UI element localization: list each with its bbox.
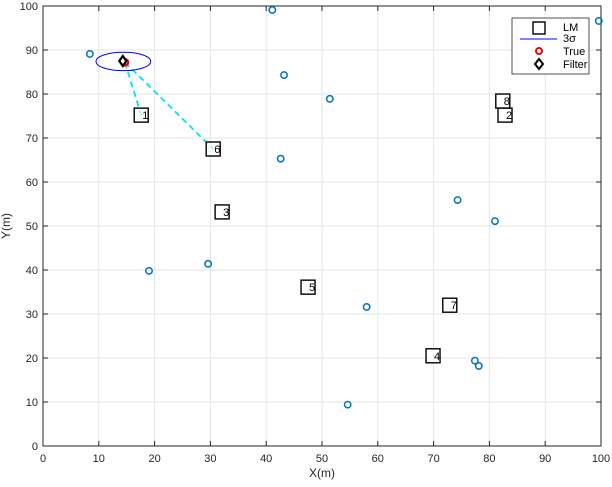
- feature-point: [204, 259, 213, 268]
- feature-point: [362, 303, 371, 311]
- feature-point: [276, 154, 285, 163]
- y-tick-label: 10: [26, 397, 38, 409]
- landmark-square-icon: [495, 93, 511, 109]
- landmark-id-label: 4: [434, 351, 440, 363]
- y-tick-label: 0: [32, 441, 38, 453]
- legend-filter-label: Filter: [563, 59, 588, 71]
- landmark-marker: 1: [133, 107, 149, 123]
- feature-point: [491, 217, 499, 226]
- x-tick-label: 50: [316, 453, 328, 465]
- y-tick-label: 100: [20, 1, 38, 13]
- y-tick-label: 20: [26, 353, 38, 365]
- landmark-square-icon: [133, 107, 149, 123]
- feature-point: [594, 17, 603, 25]
- feature-point: [343, 400, 352, 409]
- landmark-id-label: 5: [309, 282, 315, 294]
- landmark-marker: 7: [442, 297, 458, 313]
- feature-point: [268, 6, 277, 14]
- feature-point: [85, 50, 94, 58]
- legend-true-label: True: [563, 46, 585, 58]
- legend-3sigma-label: 3σ: [563, 33, 576, 45]
- y-tick-label: 40: [26, 265, 38, 277]
- y-tick-label: 50: [26, 221, 38, 233]
- observation-line: [124, 61, 214, 150]
- landmark-square-icon: [300, 279, 316, 295]
- y-axis-label: Y(m): [0, 213, 13, 239]
- y-tick-label: 70: [26, 133, 38, 145]
- x-tick-label: 20: [148, 453, 160, 465]
- landmark-id-label: 8: [504, 96, 510, 108]
- covariance-ellipse: [95, 51, 152, 72]
- x-tick-label: 80: [483, 453, 495, 465]
- landmark-marker: 3: [214, 204, 230, 220]
- landmark-id-label: 7: [451, 300, 457, 312]
- landmark-square-icon: [425, 348, 441, 364]
- legend-box: [511, 17, 590, 75]
- landmark-square-icon: [205, 141, 221, 157]
- y-tick-label: 30: [26, 309, 38, 321]
- feature-point: [453, 196, 462, 204]
- y-tick-label: 60: [26, 177, 38, 189]
- x-tick-label: 60: [372, 453, 384, 465]
- legend: LM 3σ True Filter: [511, 17, 590, 75]
- y-tick-label: 80: [26, 89, 38, 101]
- landmark-square-icon: [214, 204, 230, 220]
- feature-point: [470, 356, 479, 365]
- landmark-marker: 2: [497, 107, 513, 123]
- x-axis-label: X(m): [309, 466, 335, 480]
- feature-point: [280, 71, 289, 80]
- x-tick-label: 70: [427, 453, 439, 465]
- landmark-marker: 6: [205, 141, 221, 157]
- legend-lm-icon: [532, 21, 546, 35]
- x-tick-labels: 0 10 20 30 40 50 60 70 80 90 100: [40, 453, 610, 465]
- x-tick-label: 0: [40, 453, 46, 465]
- legend-filter-icon: [533, 57, 545, 71]
- x-tick-label: 30: [204, 453, 216, 465]
- landmarks: 1 2 3 4 5 6 7 8: [133, 93, 513, 364]
- feature-points: [85, 6, 603, 409]
- landmark-marker: 8: [495, 93, 511, 109]
- x-tick-label: 90: [539, 453, 551, 465]
- y-tick-label: 90: [26, 45, 38, 57]
- feature-point: [474, 361, 483, 370]
- robot-poses: [117, 54, 130, 68]
- x-tick-label: 100: [592, 453, 610, 465]
- x-tick-label: 40: [260, 453, 272, 465]
- feature-point: [145, 266, 153, 275]
- x-tick-label: 10: [93, 453, 105, 465]
- legend-true-icon: [535, 47, 543, 55]
- y-tick-labels: 0 10 20 30 40 50 60 70 80 90 100: [20, 1, 38, 453]
- landmark-id-label: 6: [214, 144, 220, 156]
- axis-ticks: [42, 5, 602, 447]
- 3sigma-ellipse: [95, 51, 152, 72]
- feature-point: [325, 94, 334, 103]
- filter-pose-marker: [117, 54, 128, 68]
- landmark-marker: 5: [300, 279, 316, 295]
- observation-lines: [124, 61, 214, 150]
- landmark-marker: 4: [425, 348, 441, 364]
- legend-lm-label: LM: [563, 22, 578, 34]
- landmark-id-label: 2: [506, 110, 512, 122]
- landmark-square-icon: [442, 297, 458, 313]
- landmark-id-label: 3: [223, 207, 229, 219]
- landmark-id-label: 1: [142, 110, 148, 122]
